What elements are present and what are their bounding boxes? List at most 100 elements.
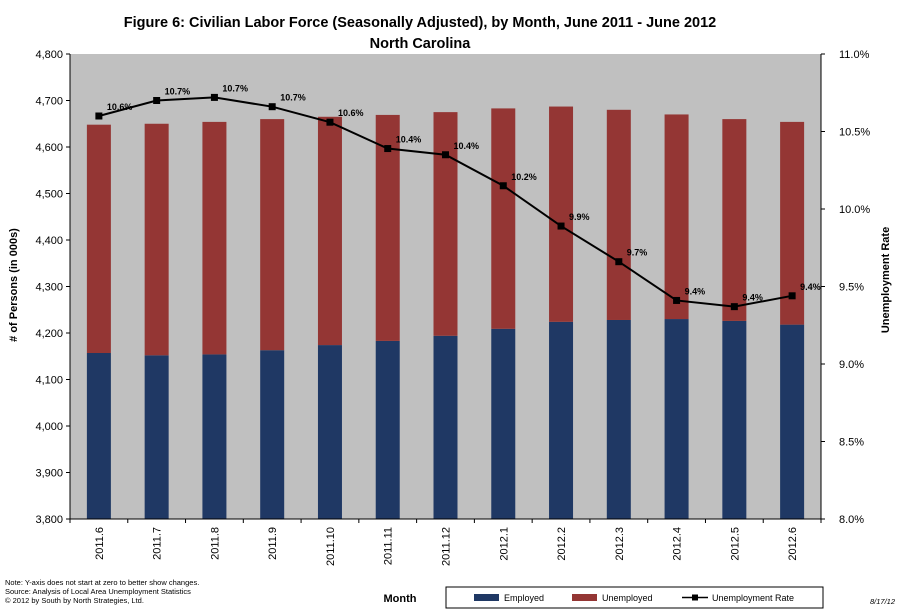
bar-unemployed (86, 124, 111, 353)
bar-employed (260, 350, 285, 519)
rate-point (326, 118, 334, 126)
rate-point (615, 258, 623, 266)
y-tick-label: 4,400 (35, 235, 63, 247)
rate-point (557, 222, 565, 230)
bar-employed (86, 352, 111, 519)
rate-point (673, 296, 681, 304)
x-tick-label: 2011.10 (325, 527, 337, 566)
rate-point (788, 292, 796, 300)
x-tick-label: 2012.4 (672, 527, 684, 561)
y-tick-label: 4,100 (35, 375, 63, 387)
legend: Employed Unemployed Unemployment Rate (445, 586, 824, 609)
x-tick-label: 2011.12 (441, 527, 453, 566)
rate-data-label: 10.7% (222, 83, 248, 93)
bar-employed (491, 328, 516, 519)
rate-data-label: 10.4% (454, 141, 480, 151)
rate-point (499, 182, 507, 190)
rate-point (153, 97, 161, 104)
rate-data-label: 9.4% (800, 282, 821, 292)
note-line-1: Note: Y-axis does not start at zero to b… (5, 578, 199, 587)
rate-data-label: 10.2% (511, 172, 537, 182)
bar-employed (780, 324, 805, 519)
legend-swatch-unemployed (572, 594, 597, 601)
rate-data-label: 10.6% (338, 108, 364, 118)
bar-unemployed (317, 116, 342, 346)
bar-employed (433, 335, 458, 519)
x-tick-label: 2011.6 (94, 527, 106, 560)
y-tick-label: 4,700 (35, 96, 63, 108)
y2-tick-label: 9.0% (839, 359, 864, 371)
y-tick-label: 4,800 (35, 49, 63, 61)
bar-group (86, 106, 805, 519)
bar-unemployed (375, 114, 400, 341)
y-tick-label: 3,800 (35, 514, 63, 526)
bar-unemployed (549, 106, 574, 322)
bar-unemployed (144, 123, 169, 356)
bar-employed (549, 321, 574, 519)
date-stamp: 8/17/12 (870, 597, 896, 606)
bar-employed (202, 354, 227, 519)
rate-data-label: 9.7% (627, 248, 648, 258)
rate-data-label: 10.4% (396, 135, 422, 145)
x-tick-label: 2012.5 (729, 527, 741, 561)
legend-label-rate: Unemployment Rate (712, 593, 794, 603)
rate-point (268, 103, 276, 111)
y2-tick-label: 9.5% (839, 282, 864, 294)
note-line-3: © 2012 by South by North Strategies, Ltd… (5, 596, 144, 605)
legend-label-unemployed: Unemployed (602, 593, 653, 603)
x-axis-label: Month (384, 593, 417, 605)
rate-line-group: 10.6% 10.7% 10.7% 10.7% 10.6% 10.4% 10.4% 10.2%… (95, 83, 821, 311)
rate-data-label: 9.4% (685, 286, 706, 296)
bar-employed (144, 355, 169, 519)
legend-box (445, 586, 824, 609)
rate-data-label: 9.4% (742, 293, 763, 303)
note-line-2: Source: Analysis of Local Area Unemploym… (5, 587, 191, 596)
x-tick-label: 2011.9 (267, 527, 279, 560)
y-tick-label: 4,000 (35, 421, 63, 433)
y2-tick-label: 10.0% (839, 204, 870, 216)
bar-unemployed (780, 121, 805, 325)
y-tick-label: 4,500 (35, 189, 63, 201)
legend-marker-rate (692, 594, 698, 601)
bar-employed (606, 319, 631, 519)
y2-tick-label: 10.5% (839, 127, 870, 139)
x-tick-label: 2011.11 (383, 527, 395, 565)
rate-point (384, 145, 392, 153)
axes-group: 3,800 3,900 4,000 4,100 4,200 4,300 4,400 4,500… (35, 49, 870, 566)
x-tick-label: 2011.7 (152, 527, 164, 560)
bar-unemployed (202, 121, 227, 355)
x-tick-label: 2011.8 (209, 527, 221, 560)
y-tick-label: 4,300 (35, 282, 63, 294)
x-tick-label: 2012.2 (556, 527, 568, 561)
y2-tick-label: 11.0% (839, 49, 870, 61)
rate-point (442, 151, 449, 159)
rate-data-label: 9.9% (569, 212, 590, 222)
rate-point (210, 93, 218, 101)
y-tick-label: 4,200 (35, 328, 63, 340)
rate-data-label: 10.6% (107, 102, 133, 112)
bar-unemployed (722, 119, 747, 321)
bar-employed (375, 340, 400, 519)
bar-employed (722, 320, 747, 519)
chart-subtitle: North Carolina (370, 36, 472, 52)
bar-employed (664, 319, 689, 519)
bar-unemployed (664, 114, 689, 320)
y-axis-label: # of Persons (in 000s) (8, 228, 20, 342)
bar-unemployed (260, 119, 285, 351)
x-tick-label: 2012.1 (498, 527, 510, 561)
y2-axis-label: Unemployment Rate (880, 227, 892, 333)
legend-swatch-employed (474, 594, 499, 601)
rate-data-label: 10.7% (165, 87, 191, 97)
x-tick-label: 2012.6 (787, 527, 799, 561)
x-tick-label: 2012.3 (614, 527, 626, 561)
chart-title: Figure 6: Civilian Labor Force (Seasonal… (124, 15, 717, 31)
y-tick-label: 4,600 (35, 142, 63, 154)
bar-unemployed (491, 108, 516, 329)
y2-tick-label: 8.5% (839, 437, 864, 449)
bar-employed (317, 345, 342, 519)
bar-unemployed (606, 109, 631, 320)
bar-unemployed (433, 112, 458, 336)
rate-data-label: 10.7% (280, 93, 306, 103)
rate-point (95, 112, 103, 120)
